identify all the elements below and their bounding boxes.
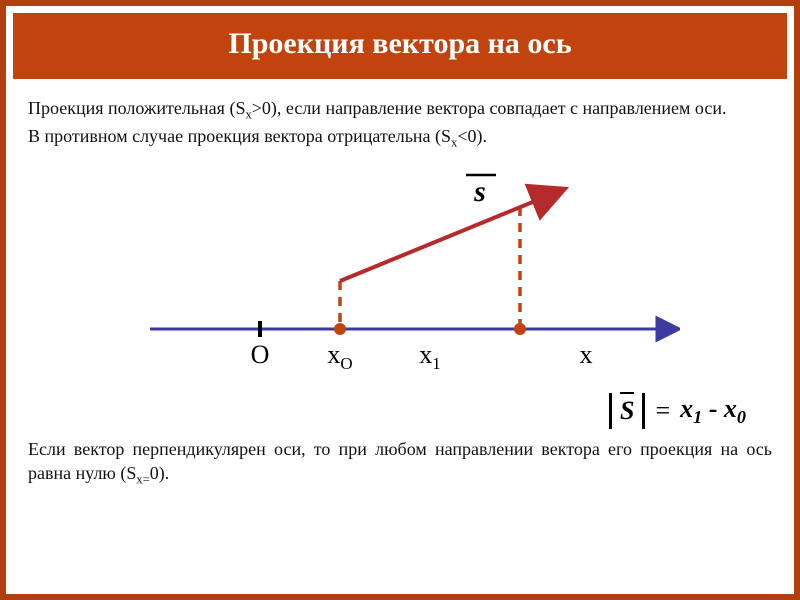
rhs-minus: -: [702, 394, 724, 423]
x0-dot: [334, 323, 346, 335]
rhs-x1-sub: 1: [693, 407, 702, 427]
label-x0: xO: [327, 340, 352, 373]
paragraph-negative: В противном случае проекция вектора отри…: [28, 124, 772, 152]
diagram-container: OxO x1 x s: [6, 155, 794, 393]
x1-dot: [514, 323, 526, 335]
magnitude-formula: S = x1 - x0: [609, 393, 746, 429]
p2-a: В противном случае проекция вектора отри…: [28, 126, 451, 146]
label-o: O: [251, 340, 270, 369]
formula-row: S = x1 - x0: [6, 393, 794, 431]
rhs-x0-sub: 0: [737, 407, 746, 427]
slide-header: Проекция вектора на ось: [10, 10, 790, 82]
svg-text:s: s: [473, 175, 486, 208]
slide-title: Проекция вектора на ось: [23, 27, 777, 61]
vector-label-s: s: [466, 175, 496, 208]
formula-rhs: x1 - x0: [680, 394, 746, 428]
formula-eq: =: [655, 396, 670, 426]
rhs-x1: x: [680, 394, 693, 423]
vector-s: [340, 199, 540, 281]
slide-frame: Проекция вектора на ось Проекция положит…: [0, 0, 800, 600]
p1-a: Проекция положительная (S: [28, 98, 245, 118]
paragraph-positive: Проекция положительная (Sx>0), если напр…: [28, 96, 772, 124]
f-sub: x=: [136, 473, 149, 487]
abs-brackets: S: [609, 393, 645, 429]
formula-s: S: [620, 396, 634, 426]
label-x1: x1: [419, 340, 440, 373]
label-x: x: [580, 340, 593, 369]
f-b: 0).: [150, 463, 170, 483]
vector-projection-diagram: OxO x1 x s: [120, 161, 680, 391]
footer-text: Если вектор перпендикулярен оси, то при …: [6, 431, 794, 497]
rhs-x0: x: [724, 394, 737, 423]
p2-b: <0).: [457, 126, 487, 146]
paragraph-perpendicular: Если вектор перпендикулярен оси, то при …: [28, 437, 772, 489]
body-text-block: Проекция положительная (Sx>0), если напр…: [6, 86, 794, 155]
p1-b: >0), если направление вектора совпадает …: [252, 98, 727, 118]
